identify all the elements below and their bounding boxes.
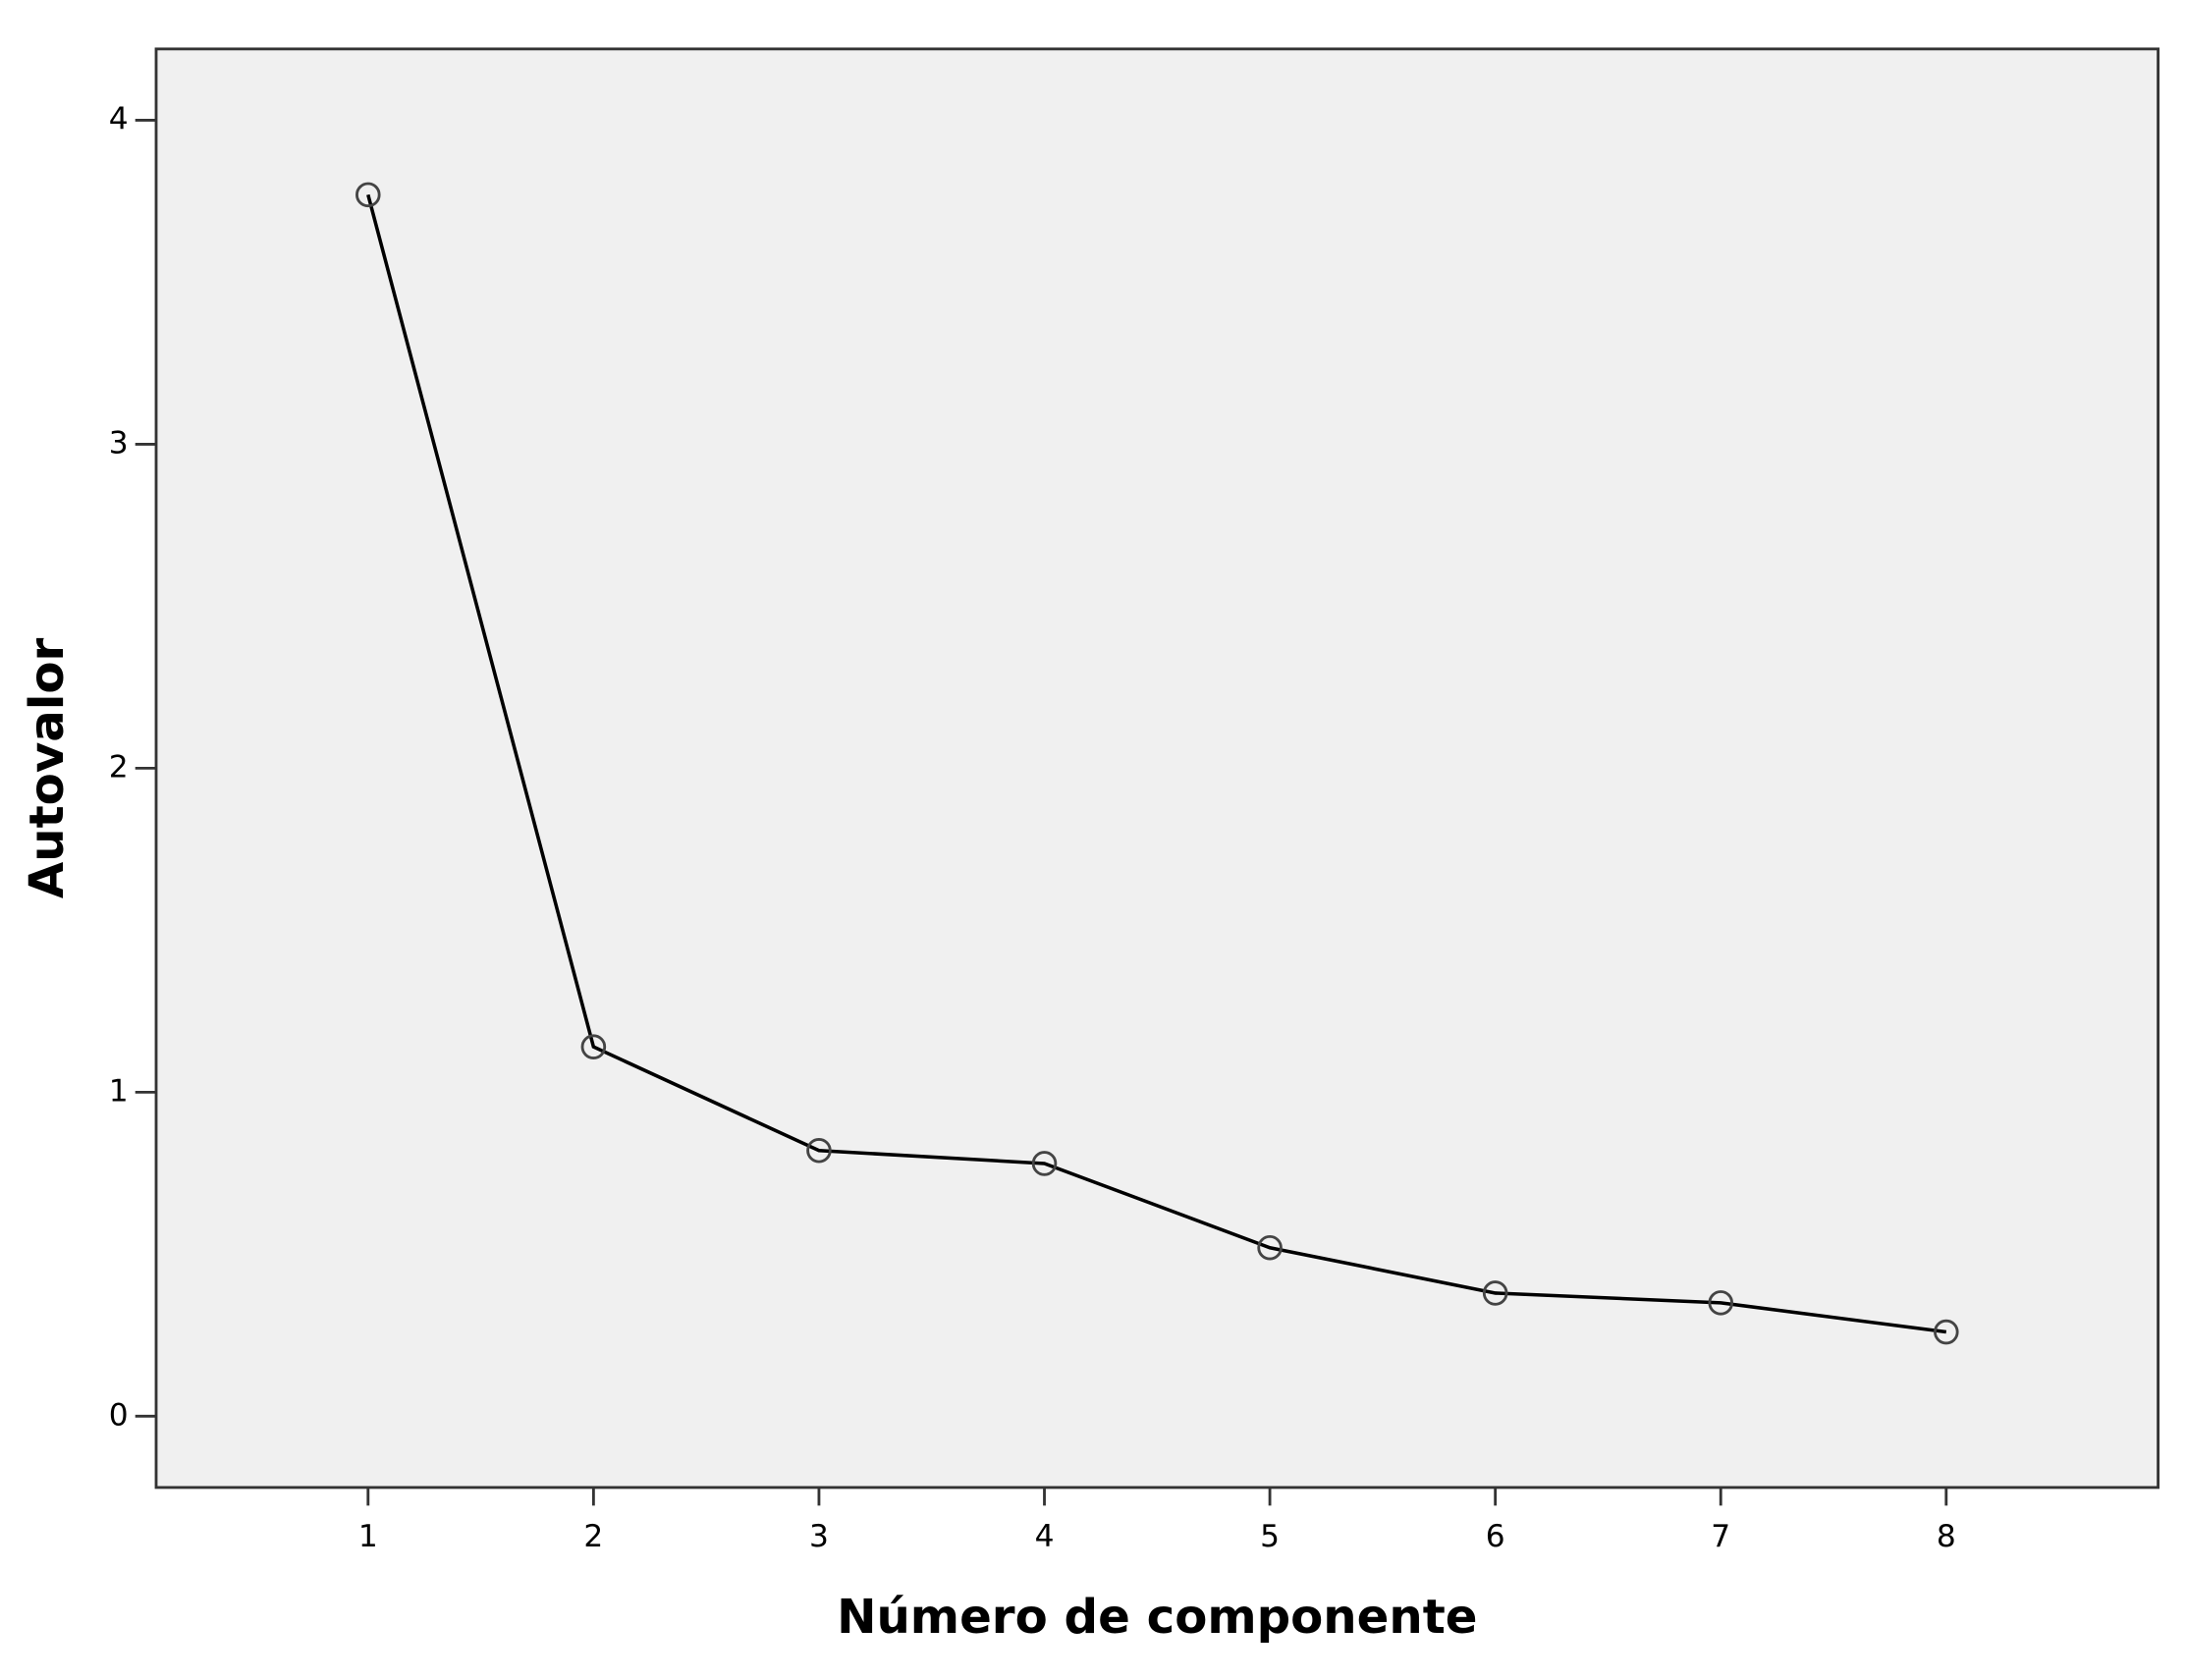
x-tick-label: 5 bbox=[1260, 1519, 1280, 1554]
x-tick-label: 6 bbox=[1486, 1519, 1505, 1554]
x-tick-label: 3 bbox=[809, 1519, 829, 1554]
series-line bbox=[366, 193, 1947, 1334]
data-point bbox=[1708, 1290, 1734, 1316]
data-point bbox=[1031, 1151, 1058, 1176]
x-axis-title: Número de componente bbox=[837, 1590, 1477, 1645]
y-tick-label: 2 bbox=[109, 749, 129, 785]
data-point bbox=[1934, 1319, 1959, 1345]
y-tick-label: 0 bbox=[109, 1397, 129, 1433]
data-point bbox=[355, 182, 381, 208]
data-point bbox=[1257, 1234, 1283, 1261]
y-axis-title: Autovalor bbox=[20, 637, 75, 898]
plot-area bbox=[154, 47, 2160, 1490]
y-tick-label: 3 bbox=[109, 425, 129, 461]
y-tick-label: 1 bbox=[109, 1073, 129, 1109]
data-point bbox=[1482, 1280, 1508, 1306]
x-tick-label: 7 bbox=[1711, 1519, 1730, 1554]
x-tick-label: 1 bbox=[358, 1519, 378, 1554]
data-point bbox=[806, 1137, 832, 1164]
x-tick-label: 4 bbox=[1035, 1519, 1055, 1554]
x-tick-label: 2 bbox=[583, 1519, 603, 1554]
x-tick-label: 8 bbox=[1937, 1519, 1956, 1554]
y-tick-label: 4 bbox=[109, 101, 129, 136]
data-point bbox=[580, 1034, 607, 1059]
